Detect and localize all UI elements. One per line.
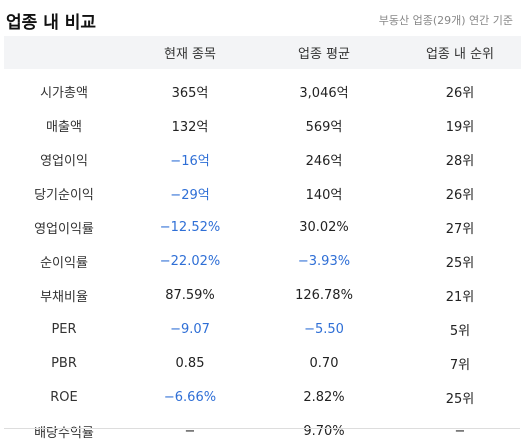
column-header-metric [4, 36, 124, 69]
metric-label: 부채비율 [40, 289, 88, 305]
table-header-row: 현재 종목 업종 평균 업종 내 순위 [4, 36, 521, 69]
current-value: −22.02% [159, 253, 221, 269]
industry-average-value: 0.70 [309, 355, 339, 371]
industry-average-value: 2.82% [303, 389, 345, 405]
industry-rank-value: 26위 [445, 187, 475, 203]
industry-average-value: 140억 [305, 187, 343, 203]
industry-average-value: 3,046억 [299, 85, 349, 101]
table-row: 당기순이익 −29억 140억 26위 [4, 176, 521, 210]
industry-rank-value: 25위 [445, 255, 475, 271]
column-header-average: 업종 평균 [298, 47, 350, 62]
current-value: −12.52% [159, 219, 221, 235]
industry-comparison-table: 현재 종목 업종 평균 업종 내 순위 시가총액 365억 3,046억 26위 매출액… [4, 36, 521, 448]
column-header-current: 현재 종목 [164, 47, 216, 62]
table-row: 시가총액 365억 3,046억 26위 [4, 69, 521, 108]
table-body: 시가총액 365억 3,046억 26위 매출액 132억 569억 19위 영업이익 −16억 2… [4, 69, 521, 448]
industry-average-value: 9.70% [303, 423, 345, 439]
metric-label: ROE [50, 389, 78, 405]
industry-average-value: −5.50 [304, 321, 344, 337]
metric-label: 매출액 [46, 119, 82, 135]
industry-rank-value: − [454, 423, 466, 439]
section-title: 업종 내 비교 [6, 13, 97, 33]
industry-average-value: 126.78% [295, 287, 353, 303]
industry-average-value: 246억 [305, 153, 343, 169]
table-row: 매출액 132억 569억 19위 [4, 108, 521, 142]
current-value: −6.66% [163, 389, 217, 405]
industry-average-value: −3.93% [297, 253, 351, 269]
current-value: 132억 [171, 119, 209, 135]
industry-average-value: 569억 [305, 119, 343, 135]
industry-average-value: 30.02% [299, 219, 349, 235]
current-value: 365억 [171, 85, 209, 101]
current-value: 87.59% [165, 287, 215, 303]
current-value: −16억 [170, 153, 210, 169]
metric-label: 당기순이익 [34, 187, 94, 203]
industry-rank-value: 5위 [449, 323, 471, 339]
table-row: 부채비율 87.59% 126.78% 21위 [4, 278, 521, 312]
industry-rank-value: 7위 [449, 357, 471, 373]
industry-rank-value: 28위 [445, 153, 475, 169]
metric-label: PBR [51, 355, 77, 371]
current-value: − [184, 423, 196, 439]
bottom-divider [4, 428, 520, 429]
section-subtitle: 부동산 업종(29개) 연간 기준 [378, 14, 513, 27]
metric-label: PER [51, 321, 77, 337]
industry-rank-value: 19위 [445, 119, 475, 135]
table-row: PBR 0.85 0.70 7위 [4, 346, 521, 380]
current-value: 0.85 [175, 355, 205, 371]
metric-label: 영업이익 [40, 153, 88, 169]
current-value: −9.07 [170, 321, 210, 337]
metric-label: 순이익률 [40, 255, 88, 271]
industry-rank-value: 25위 [445, 391, 475, 407]
column-header-rank: 업종 내 순위 [425, 47, 495, 62]
metric-label: 시가총액 [40, 85, 88, 101]
table-row: 배당수익률 − 9.70% − [4, 414, 521, 448]
metric-label: 배당수익률 [34, 425, 94, 441]
current-value: −29억 [170, 187, 210, 203]
industry-rank-value: 21위 [445, 289, 475, 305]
table-row: 순이익률 −22.02% −3.93% 25위 [4, 244, 521, 278]
metric-label: 영업이익률 [34, 221, 94, 237]
table-row: 영업이익률 −12.52% 30.02% 27위 [4, 210, 521, 244]
table-row: 영업이익 −16억 246억 28위 [4, 142, 521, 176]
table-row: ROE −6.66% 2.82% 25위 [4, 380, 521, 414]
section-header: 업종 내 비교 부동산 업종(29개) 연간 기준 [0, 0, 521, 36]
industry-rank-value: 26위 [445, 85, 475, 101]
table-row: PER −9.07 −5.50 5위 [4, 312, 521, 346]
industry-rank-value: 27위 [445, 221, 475, 237]
